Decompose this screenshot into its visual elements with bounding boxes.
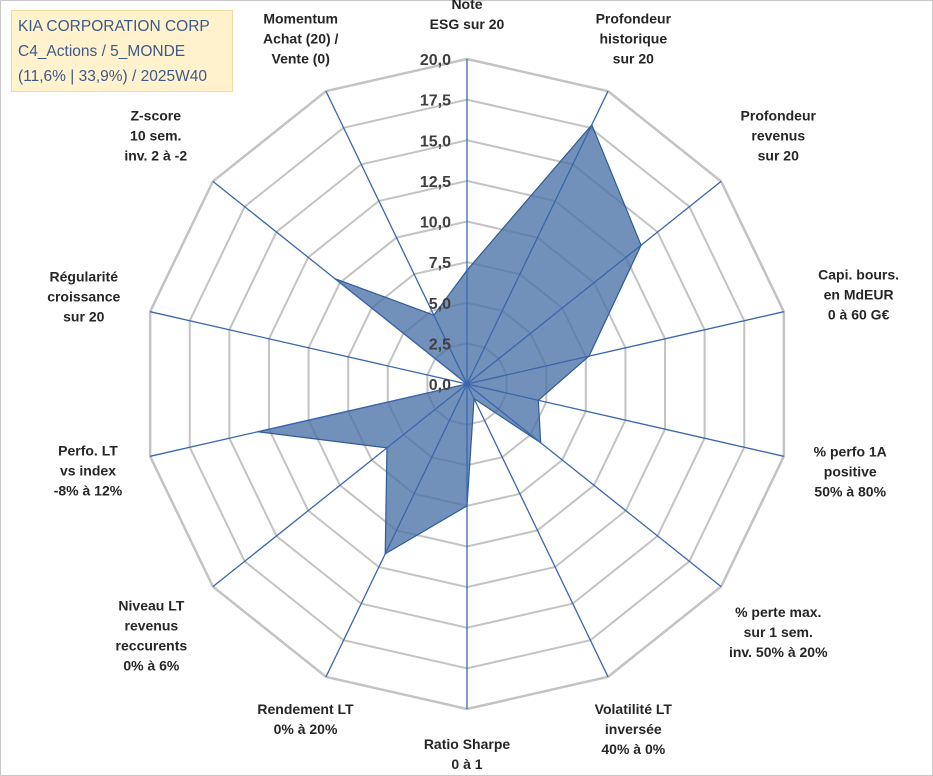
axis-label-1: Profondeur historique sur 20 <box>596 11 672 67</box>
axis-label-line: croissance <box>47 288 120 304</box>
axis-label-line: Z-score <box>130 108 181 124</box>
axis-label-line: reccurents <box>116 638 188 654</box>
axis-label-line: Note <box>451 0 482 12</box>
axis-spoke-12 <box>212 180 468 385</box>
axis-label-11: Régularité croissance sur 20 <box>47 268 120 324</box>
axis-label-line: sur 1 sem. <box>744 624 813 640</box>
axis-label-8: Rendement LT 0% à 20% <box>257 701 354 737</box>
axis-label-line: en MdEUR <box>824 287 894 303</box>
axis-label-line: Vente (0) <box>272 51 330 67</box>
axis-label-line: 0% à 6% <box>123 658 180 674</box>
axis-label-line: Profondeur <box>596 11 672 27</box>
axis-label-line: 50% à 80% <box>814 483 886 499</box>
axis-spoke-8 <box>325 383 468 678</box>
axis-spoke-9 <box>212 383 468 588</box>
tick-label: 5,0 <box>429 296 451 313</box>
axis-label-3: Capi. bours. en MdEUR 0 à 60 G€ <box>818 267 899 323</box>
tick-label: 2,5 <box>429 336 451 353</box>
tick-label: 15,0 <box>420 133 451 150</box>
axis-label-line: inv. 2 à -2 <box>124 148 187 164</box>
axis-spoke-10 <box>150 383 468 457</box>
axis-spoke-3 <box>466 311 784 385</box>
axis-label-line: 10 sem. <box>130 128 181 144</box>
tick-label: 7,5 <box>429 255 451 272</box>
tick-label: 17,5 <box>420 93 451 110</box>
axis-label-line: Volatilité LT <box>595 701 673 717</box>
axis-spoke-13 <box>325 90 468 385</box>
axis-spoke-5 <box>466 383 722 588</box>
axis-label-line: Momentum <box>263 11 338 27</box>
axis-spoke-11 <box>150 311 468 385</box>
axis-label-line: sur 20 <box>63 308 104 324</box>
axis-spoke-2 <box>466 180 722 385</box>
axis-label-line: revenus <box>125 618 179 634</box>
axis-label-line: Ratio Sharpe <box>424 736 511 752</box>
axis-label-line: Perfo. LT <box>58 442 118 458</box>
tick-label: 12,5 <box>420 174 451 191</box>
axis-label-line: ESG sur 20 <box>430 16 505 32</box>
axis-label-line: Niveau LT <box>118 598 184 614</box>
axis-label-line: 40% à 0% <box>601 741 665 757</box>
axis-label-line: Rendement LT <box>257 701 354 717</box>
axis-label-line: vs index <box>60 462 116 478</box>
period-stats: (11,6% | 33,9%) / 2025W40 <box>18 68 207 85</box>
category: C4_Actions / 5_MONDE <box>18 43 186 60</box>
axis-label-4: % perfo 1A positive 50% à 80% <box>814 443 887 499</box>
axis-label-line: sur 20 <box>758 148 799 164</box>
axis-label-13: Momentum Achat (20) / Vente (0) <box>263 11 339 67</box>
axis-label-line: Régularité <box>50 268 119 284</box>
axis-label-line: inversée <box>605 721 662 737</box>
tick-label: 0,0 <box>429 377 451 394</box>
axis-label-5: % perte max. sur 1 sem. inv. 50% à 20% <box>729 604 828 660</box>
axis-label-line: positive <box>824 463 877 479</box>
axis-label-12: Z-score 10 sem. inv. 2 à -2 <box>124 108 187 164</box>
axis-label-0: Note ESG sur 20 <box>430 0 505 32</box>
axis-spoke-4 <box>466 383 784 457</box>
tick-label: 20,0 <box>420 52 451 69</box>
axis-label-line: Achat (20) / <box>263 31 339 47</box>
axis-spoke-6 <box>466 383 609 678</box>
axis-label-10: Perfo. LT vs index -8% à 12% <box>54 442 123 498</box>
axis-label-line: % perte max. <box>735 604 821 620</box>
axis-label-2: Profondeur revenus sur 20 <box>741 108 817 164</box>
axis-label-6: Volatilité LT inversée 40% à 0% <box>595 701 673 757</box>
axis-label-7: Ratio Sharpe 0 à 1 <box>424 736 511 772</box>
axis-label-line: -8% à 12% <box>54 482 123 498</box>
axis-label-line: 0% à 20% <box>274 721 338 737</box>
radar-spokes <box>150 59 784 709</box>
axis-label-9: Niveau LT revenus reccurents 0% à 6% <box>116 598 188 674</box>
axis-spoke-1 <box>466 90 609 385</box>
info-box: KIA CORPORATION CORP C4_Actions / 5_MOND… <box>11 10 233 92</box>
axis-label-line: % perfo 1A <box>814 443 887 459</box>
axis-label-line: sur 20 <box>613 51 654 67</box>
axis-label-line: 0 à 1 <box>451 756 482 772</box>
axis-labels: Note ESG sur 20 Profondeur historique sur 20… <box>47 0 899 772</box>
axis-label-line: Profondeur <box>741 108 817 124</box>
axis-label-line: revenus <box>751 128 805 144</box>
axis-label-line: Capi. bours. <box>818 267 899 283</box>
axis-label-line: inv. 50% à 20% <box>729 644 828 660</box>
axis-label-line: historique <box>599 31 667 47</box>
company-name: KIA CORPORATION CORP <box>18 18 210 35</box>
axis-label-line: 0 à 60 G€ <box>828 307 890 323</box>
tick-label: 10,0 <box>420 215 451 232</box>
radial-tick-labels: 0,0 2,5 5,0 7,5 10,0 12,5 15,0 17,5 20,0 <box>420 52 451 394</box>
